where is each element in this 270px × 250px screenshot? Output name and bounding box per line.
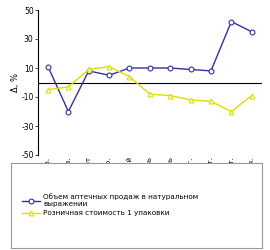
Y-axis label: Δ, %: Δ, % <box>11 73 20 92</box>
Legend: Объем аптечных продаж в натуральном
выражении, Розничная стоимость 1 упаковки: Объем аптечных продаж в натуральном выра… <box>19 192 201 218</box>
